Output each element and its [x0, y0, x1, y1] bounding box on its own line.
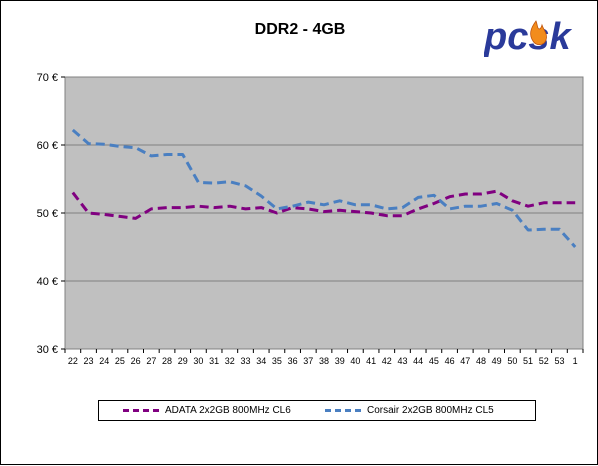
- series-line-adata: [71, 189, 576, 220]
- y-tick-label: 30 €: [37, 344, 58, 356]
- y-axis-ticks: 30 € 40 € 50 € 60 € 70 €: [37, 72, 65, 356]
- x-tick-label: 49: [492, 356, 502, 366]
- x-tick-label: 31: [209, 356, 219, 366]
- x-tick-label: 28: [162, 356, 172, 366]
- x-tick-label: 47: [460, 356, 470, 366]
- legend-item-adata: ADATA 2x2GB 800MHz CL6: [123, 401, 291, 420]
- y-tick-label: 70 €: [37, 72, 58, 84]
- x-tick-label: 51: [523, 356, 533, 366]
- x-tick-label: 45: [429, 356, 439, 366]
- x-tick-label: 53: [554, 356, 564, 366]
- legend-swatch-corsair: [325, 409, 361, 412]
- legend-label-adata: ADATA 2x2GB 800MHz CL6: [165, 405, 291, 416]
- series-line-corsair: [71, 128, 577, 248]
- legend-label-corsair: Corsair 2x2GB 800MHz CL5: [367, 405, 494, 416]
- chart-title: DDR2 - 4GB: [254, 21, 346, 38]
- y-tick-label: 50 €: [37, 208, 58, 220]
- x-tick-label: 25: [115, 356, 125, 366]
- legend-item-corsair: Corsair 2x2GB 800MHz CL5: [325, 401, 494, 420]
- x-tick-label: 39: [335, 356, 345, 366]
- y-tick-label: 40 €: [37, 276, 58, 288]
- x-tick-label: 44: [413, 356, 423, 366]
- x-tick-label: 42: [382, 356, 392, 366]
- legend: ADATA 2x2GB 800MHz CL6 Corsair 2x2GB 800…: [98, 400, 536, 421]
- x-tick-label: 34: [256, 356, 266, 366]
- x-tick-label: 22: [68, 356, 78, 366]
- x-tick-label: 46: [445, 356, 455, 366]
- x-tick-label: 52: [539, 356, 549, 366]
- x-tick-label: 27: [146, 356, 156, 366]
- x-tick-label: 23: [84, 356, 94, 366]
- x-tick-label: 29: [178, 356, 188, 366]
- x-tick-label: 30: [193, 356, 203, 366]
- series-lines: [71, 128, 577, 248]
- legend-swatch-adata: [123, 409, 159, 412]
- x-tick-label: 37: [303, 356, 313, 366]
- pcsk-logo: pcsk: [483, 13, 584, 66]
- logo-text: pcsk: [484, 16, 572, 58]
- x-tick-label: 35: [272, 356, 282, 366]
- x-tick-label: 33: [241, 356, 251, 366]
- flame-icon: [530, 20, 547, 46]
- x-tick-label: 40: [350, 356, 360, 366]
- x-tick-label: 26: [131, 356, 141, 366]
- x-axis-ticks: 22 23 24 25 26 27 28 29 30 31 32 33 34 35 36 37 38 39 40 41…: [64, 349, 584, 366]
- x-tick-label: 50: [507, 356, 517, 366]
- x-tick-label: 1: [573, 356, 578, 366]
- x-tick-label: 48: [476, 356, 486, 366]
- x-tick-label: 43: [397, 356, 407, 366]
- y-tick-label: 60 €: [37, 140, 58, 152]
- x-tick-label: 38: [319, 356, 329, 366]
- x-tick-label: 41: [366, 356, 376, 366]
- x-tick-label: 36: [288, 356, 298, 366]
- x-tick-label: 32: [225, 356, 235, 366]
- x-tick-label: 24: [99, 356, 109, 366]
